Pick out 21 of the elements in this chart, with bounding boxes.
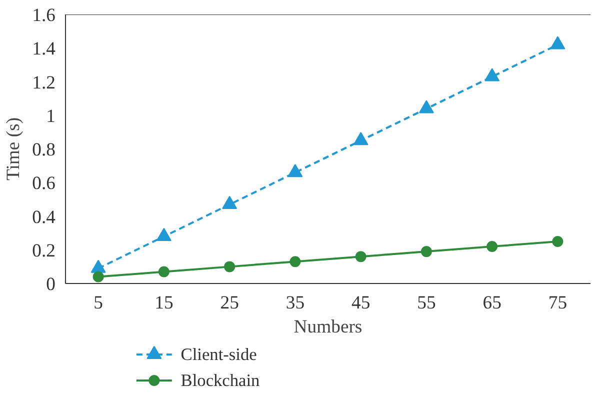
y-tick-label: 1.2: [32, 72, 56, 94]
y-tick-label: 0.6: [32, 173, 56, 194]
legend-label: Client-side: [180, 345, 258, 364]
y-tick-label: 1: [46, 106, 56, 127]
y-tick-label: 0: [46, 274, 56, 295]
legend-label: Blockchain: [180, 371, 260, 390]
x-axis-title: Numbers: [294, 316, 362, 338]
y-tick-label: 0.8: [32, 140, 56, 160]
x-tick-label: 75: [548, 292, 568, 314]
x-tick-label: 55: [417, 292, 436, 314]
x-tick-label: 45: [351, 292, 370, 314]
x-tick-label: 25: [220, 292, 239, 314]
x-tick-label: 5: [94, 292, 103, 314]
y-tick-label: 0.4: [32, 206, 56, 228]
y-tick-label: 1.6: [32, 5, 56, 26]
x-tick-label: 65: [482, 292, 502, 314]
x-tick-label: 35: [286, 292, 305, 314]
y-tick-label: 1.4: [32, 38, 56, 60]
y-tick-label: 0.2: [32, 240, 56, 262]
x-tick-label: 15: [154, 292, 174, 314]
y-axis-title: Time (s): [3, 117, 24, 181]
